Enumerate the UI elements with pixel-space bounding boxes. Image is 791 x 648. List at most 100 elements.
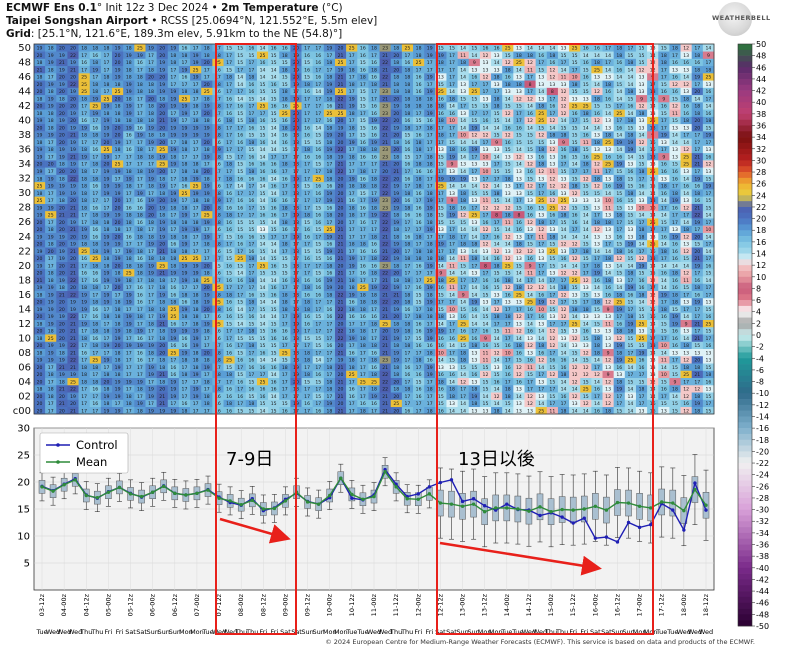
heatmap-cell-label: 19 bbox=[37, 46, 43, 52]
heatmap-cell bbox=[56, 232, 68, 241]
heatmap-cell-label: 20 bbox=[37, 256, 43, 262]
heatmap-cell-label: 18 bbox=[126, 184, 132, 190]
heatmap-cell-label: 17 bbox=[237, 154, 243, 160]
heatmap-cell-label: 11 bbox=[505, 220, 511, 226]
heatmap-cell bbox=[89, 160, 102, 168]
heatmap-cell-label: 13 bbox=[449, 169, 455, 175]
heatmap-cell bbox=[134, 58, 146, 67]
heatmap-cell-label: 15 bbox=[483, 365, 489, 371]
heatmap-cell-label: 11 bbox=[549, 169, 555, 175]
heatmap-cell-label: 14 bbox=[449, 343, 455, 349]
heatmap-cell-label: 14 bbox=[271, 140, 277, 146]
heatmap-cell bbox=[112, 210, 124, 219]
heatmap-cell-label: 17 bbox=[304, 104, 310, 110]
heatmap-cell-label: 21 bbox=[70, 350, 76, 356]
heatmap-cell-label: 20 bbox=[37, 401, 43, 407]
heatmap-cell-label: 19 bbox=[182, 263, 188, 269]
heatmap-cell-label: 20 bbox=[393, 53, 399, 59]
heatmap-cell-label: 17 bbox=[460, 285, 466, 291]
heatmap-cell-label: 14 bbox=[260, 358, 266, 364]
heatmap-cell-label: 25 bbox=[527, 300, 533, 306]
heatmap-cell-label: 18 bbox=[148, 184, 154, 190]
heatmap-cell-label: 17 bbox=[326, 162, 332, 168]
heatmap-cell-label: 17 bbox=[148, 300, 154, 306]
heatmap-cell-label: 16 bbox=[326, 307, 332, 313]
heatmap-cell-label: 17 bbox=[237, 401, 243, 407]
heatmap-cell-label: 12 bbox=[516, 329, 522, 335]
heatmap-cell-label: 18 bbox=[37, 111, 43, 117]
heatmap-cell-label: 17 bbox=[483, 213, 489, 219]
heatmap-cell bbox=[112, 87, 124, 96]
heatmap-cell-label: 16 bbox=[237, 140, 243, 146]
heatmap-cell-label: 17 bbox=[81, 314, 87, 320]
heatmap-cell-label: 9 bbox=[529, 263, 532, 269]
heatmap-cell-label: 17 bbox=[248, 213, 254, 219]
heatmap-cell-label: 19 bbox=[193, 176, 199, 182]
heatmap-cell bbox=[67, 167, 79, 175]
heatmap-cell-label: 21 bbox=[338, 300, 344, 306]
heatmap-cell-label: 19 bbox=[104, 169, 110, 175]
heatmap-cell-label: 19 bbox=[104, 343, 110, 349]
heatmap-cell-label: 18 bbox=[416, 358, 422, 364]
heatmap-cell bbox=[34, 181, 46, 190]
heatmap-cell-label: 14 bbox=[505, 96, 511, 102]
heatmap-cell bbox=[67, 377, 79, 386]
heatmap-cell-label: 20 bbox=[115, 53, 121, 59]
heatmap-cell bbox=[145, 73, 157, 81]
heatmap-cell-label: 19 bbox=[393, 358, 399, 364]
heatmap-cell-label: 18 bbox=[126, 75, 132, 81]
heatmap-cell-label: 18 bbox=[360, 242, 366, 248]
heatmap-cell bbox=[67, 341, 79, 349]
heatmap-cell-label: 18 bbox=[59, 96, 65, 102]
heatmap-cell-label: 18 bbox=[81, 365, 87, 371]
heatmap-cell bbox=[100, 326, 113, 335]
heatmap-cell bbox=[123, 65, 135, 74]
heatmap-cell-label: 18 bbox=[81, 184, 87, 190]
heatmap-cell bbox=[134, 399, 146, 408]
heatmap-cell-label: 17 bbox=[92, 408, 98, 414]
heatmap-cell-label: 17 bbox=[449, 133, 455, 139]
heatmap-cell-label: 15 bbox=[527, 133, 533, 139]
heatmap-cell-label: 19 bbox=[338, 125, 344, 131]
heatmap-cell-label: 18 bbox=[137, 89, 143, 95]
heatmap-cell-label: 19 bbox=[70, 140, 76, 146]
heatmap-cell-label: 17 bbox=[148, 53, 154, 59]
heatmap-cell-label: 17 bbox=[349, 147, 355, 153]
heatmap-cell-label: 12 bbox=[516, 249, 522, 255]
heatmap-cell-label: 13 bbox=[471, 198, 477, 204]
heatmap-cell-label: 14 bbox=[271, 314, 277, 320]
heatmap-cell-label: 16 bbox=[81, 118, 87, 124]
heatmap-cell-label: 17 bbox=[449, 125, 455, 131]
heatmap-cell bbox=[34, 80, 46, 88]
heatmap-cell-label: 20 bbox=[70, 96, 76, 102]
heatmap-cell-label: 17 bbox=[371, 408, 377, 414]
heatmap-cell-label: 16 bbox=[371, 365, 377, 371]
heatmap-cell-label: 16 bbox=[516, 350, 522, 356]
heatmap-cell-label: 17 bbox=[427, 147, 433, 153]
heatmap-cell-label: 20 bbox=[338, 401, 344, 407]
heatmap-cell-label: 25 bbox=[126, 271, 132, 277]
heatmap-cell-label: 20 bbox=[393, 96, 399, 102]
heatmap-cell-label: 14 bbox=[538, 336, 544, 342]
heatmap-cell-label: 14 bbox=[260, 285, 266, 291]
heatmap-cell bbox=[145, 218, 157, 226]
heatmap-cell bbox=[34, 203, 46, 212]
heatmap-cell-label: 18 bbox=[137, 147, 143, 153]
heatmap-cell-label: 20 bbox=[115, 125, 121, 131]
heatmap-cell-label: 16 bbox=[92, 387, 98, 393]
heatmap-cell-label: 19 bbox=[104, 242, 110, 248]
heatmap-cell-label: 18 bbox=[81, 336, 87, 342]
heatmap-cell-label: 13 bbox=[471, 67, 477, 73]
heatmap-cell-label: 19 bbox=[182, 111, 188, 117]
heatmap-cell-label: 21 bbox=[338, 162, 344, 168]
heatmap-cell bbox=[67, 283, 79, 291]
heatmap-cell-label: 15 bbox=[516, 140, 522, 146]
heatmap-cell-label: 15 bbox=[416, 336, 422, 342]
heatmap-cell-label: 13 bbox=[494, 147, 500, 153]
heatmap-cell-label: 18 bbox=[92, 133, 98, 139]
heatmap-cell bbox=[100, 283, 113, 291]
heatmap-cell-label: 20 bbox=[338, 118, 344, 124]
heatmap-cell-label: 17 bbox=[505, 358, 511, 364]
heatmap-cell-label: 14 bbox=[260, 278, 266, 284]
heatmap-cell-label: 18 bbox=[360, 408, 366, 414]
